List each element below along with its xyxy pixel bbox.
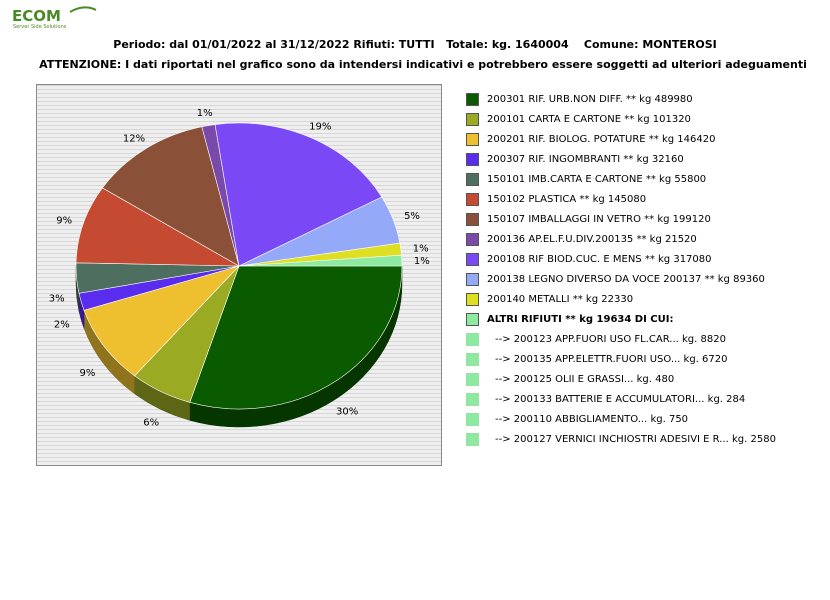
legend-swatch — [466, 352, 479, 366]
legend-label: --> 200127 VERNICI INCHIOSTRI ADESIVI E … — [495, 433, 776, 445]
logo-tagline: Server Side Solutions — [13, 24, 67, 30]
legend-label: 150107 IMBALLAGGI IN VETRO ** kg 199120 — [487, 213, 711, 225]
legend-swatch — [466, 172, 479, 186]
pie-slices — [75, 122, 403, 410]
pie-slice-150107 — [102, 126, 240, 267]
legend-swatch — [466, 292, 479, 306]
pie-label-150102: 9% — [56, 216, 72, 227]
pie-slice-150102 — [75, 187, 240, 267]
legend-label: 200138 LEGNO DIVERSO DA VOCE 200137 ** k… — [487, 273, 765, 285]
legend-item-altri-5: --> 200127 VERNICI INCHIOSTRI ADESIVI E … — [466, 431, 776, 447]
legend-label: 200140 METALLI ** kg 22330 — [487, 293, 634, 305]
legend-item-200108: 200108 RIF BIOD.CUC. E MENS ** kg 317080 — [466, 251, 712, 267]
pie-label-200108: 19% — [309, 121, 331, 132]
legend-label: --> 200135 APP.ELETTR.FUORI USO... kg. 6… — [495, 353, 728, 365]
legend-item-200301: 200301 RIF. URB.NON DIFF. ** kg 489980 — [466, 91, 693, 107]
legend-item-200201: 200201 RIF. BIOLOG. POTATURE ** kg 14642… — [466, 131, 715, 147]
legend-swatch — [466, 192, 479, 206]
legend-swatch — [466, 92, 479, 106]
logo-swoosh — [69, 6, 97, 13]
pie-slice-200301 — [189, 265, 403, 410]
legend-label: 200201 RIF. BIOLOG. POTATURE ** kg 14642… — [487, 133, 716, 145]
legend-item-altri-4: --> 200110 ABBIGLIAMENTO... kg. 750 — [466, 411, 688, 427]
legend-swatch — [466, 412, 479, 426]
pie-label-200101: 6% — [143, 418, 159, 429]
pie-percent-labels: 30%6%9%2%3%9%12%1%19%5%1%1% — [49, 108, 430, 429]
logo-text: ECOM — [12, 7, 61, 25]
legend-label: --> 200110 ABBIGLIAMENTO... kg. 750 — [495, 413, 689, 425]
disclaimer-header: ATTENZIONE: I dati riportati nel grafico… — [39, 58, 807, 71]
legend-swatch — [466, 432, 479, 446]
pie-label-150107: 12% — [123, 133, 145, 144]
legend-item-altri-1: --> 200135 APP.ELETTR.FUORI USO... kg. 6… — [466, 351, 727, 367]
legend-label: 200108 RIF BIOD.CUC. E MENS ** kg 317080 — [487, 253, 712, 265]
pie-label-200301: 30% — [336, 407, 358, 418]
legend-label: 200136 AP.EL.F.U.DIV.200135 ** kg 21520 — [487, 233, 697, 245]
legend-item-200101: 200101 CARTA E CARTONE ** kg 101320 — [466, 111, 691, 127]
legend-label: 150102 PLASTICA ** kg 145080 — [487, 193, 647, 205]
pie-label-200140: 1% — [413, 244, 429, 255]
pie-label-200138: 5% — [404, 211, 420, 222]
legend-swatch — [466, 252, 479, 266]
pie-slice-ALTRI — [238, 254, 403, 267]
legend-label: 200301 RIF. URB.NON DIFF. ** kg 489980 — [487, 93, 693, 105]
legend-item-200138: 200138 LEGNO DIVERSO DA VOCE 200137 ** k… — [466, 271, 765, 287]
legend-item-altri-2: --> 200125 OLII E GRASSI... kg. 480 — [466, 371, 674, 387]
legend-label: 150101 IMB.CARTA E CARTONE ** kg 55800 — [487, 173, 707, 185]
legend-item-altri-3: --> 200133 BATTERIE E ACCUMULATORI... kg… — [466, 391, 745, 407]
legend-swatch — [466, 152, 479, 166]
pie-slice-200201 — [83, 265, 240, 377]
legend-item-200307: 200307 RIF. INGOMBRANTI ** kg 32160 — [466, 151, 684, 167]
legend-item-150107: 150107 IMBALLAGGI IN VETRO ** kg 199120 — [466, 211, 711, 227]
legend-swatch — [466, 372, 479, 386]
legend-swatch — [466, 112, 479, 126]
pie-label-200201: 9% — [80, 368, 96, 379]
ecom-logo: ECOM Server Side Solutions — [12, 6, 97, 30]
legend-item-altri-0: --> 200123 APP.FUORI USO FL.CAR... kg. 8… — [466, 331, 726, 347]
pie-slice-200108 — [214, 122, 383, 267]
legend-label: --> 200133 BATTERIE E ACCUMULATORI... kg… — [495, 393, 746, 405]
legend-item-ALTRI: ALTRI RIFIUTI ** kg 19634 DI CUI: — [466, 311, 673, 327]
legend-swatch — [466, 232, 479, 246]
pie-side-walls — [75, 265, 403, 428]
legend-label: --> 200125 OLII E GRASSI... kg. 480 — [495, 373, 675, 385]
pie-label-200307: 2% — [54, 319, 70, 330]
legend-item-150102: 150102 PLASTICA ** kg 145080 — [466, 191, 646, 207]
legend-swatch — [466, 312, 479, 326]
legend-label: ALTRI RIFIUTI ** kg 19634 DI CUI: — [487, 313, 674, 325]
legend-item-150101: 150101 IMB.CARTA E CARTONE ** kg 55800 — [466, 171, 706, 187]
legend-label: 200101 CARTA E CARTONE ** kg 101320 — [487, 113, 691, 125]
legend-swatch — [466, 272, 479, 286]
legend-swatch — [466, 132, 479, 146]
legend-label: --> 200123 APP.FUORI USO FL.CAR... kg. 8… — [495, 333, 726, 345]
legend-swatch — [466, 392, 479, 406]
legend-swatch — [466, 332, 479, 346]
legend-item-200136: 200136 AP.EL.F.U.DIV.200135 ** kg 21520 — [466, 231, 697, 247]
legend-item-200140: 200140 METALLI ** kg 22330 — [466, 291, 633, 307]
legend-swatch — [466, 212, 479, 226]
pie-label-150101: 3% — [49, 293, 65, 304]
pie-label-ALTRI: 1% — [414, 256, 430, 267]
pie-label-200136: 1% — [197, 108, 213, 119]
legend-label: 200307 RIF. INGOMBRANTI ** kg 32160 — [487, 153, 684, 165]
period-header: Periodo: dal 01/01/2022 al 31/12/2022 Ri… — [113, 38, 717, 51]
